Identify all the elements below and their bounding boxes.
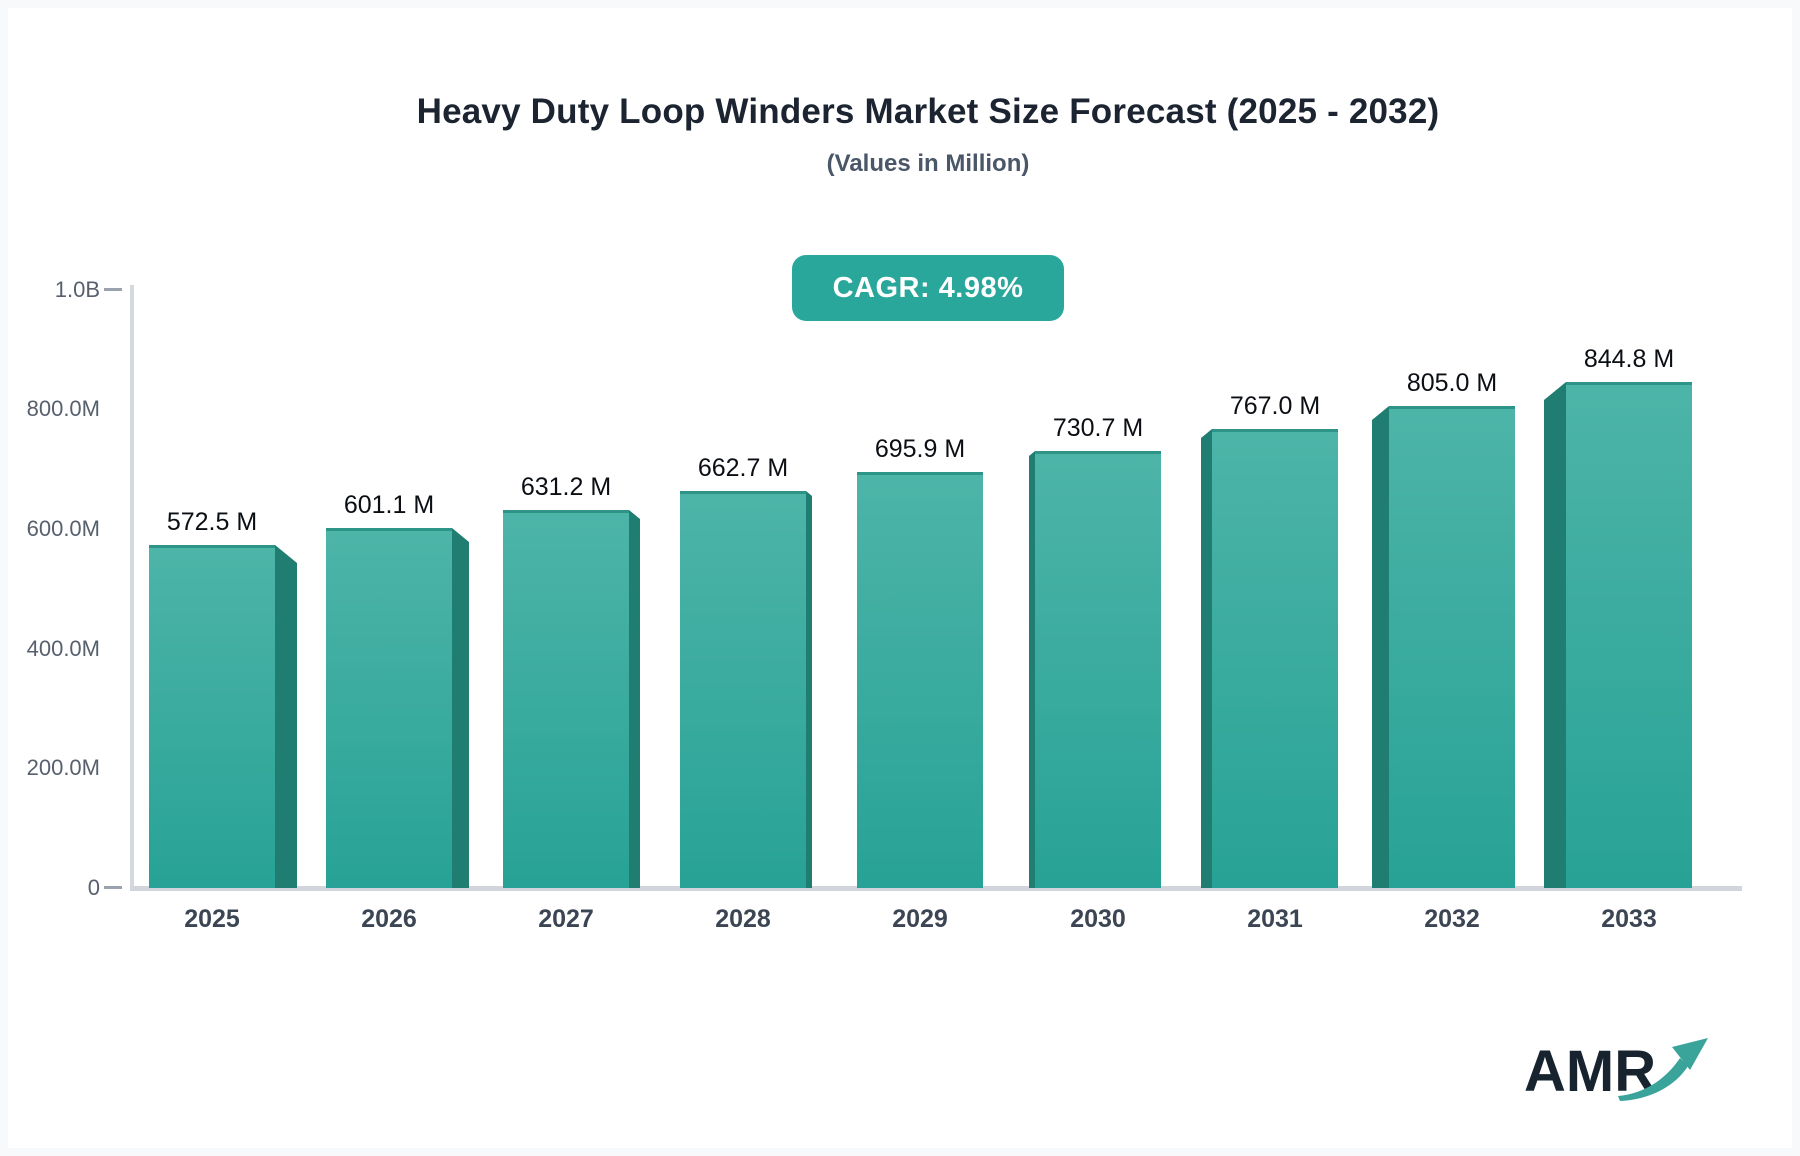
bar-2028[interactable]: [680, 491, 812, 888]
y-tick-label-600.0M: 600.0M: [26, 516, 100, 541]
x-tick-label-2028: 2028: [715, 905, 771, 933]
bar-side-face: [629, 510, 640, 888]
x-tick-label-2033: 2033: [1601, 905, 1657, 933]
bar-value-label-2026: 601.1 M: [343, 491, 435, 519]
amr-logo-arrow-icon: [1618, 1038, 1708, 1101]
y-tick-label-0: 0: [87, 875, 100, 900]
chart-subtitle: (Values in Million): [826, 150, 1030, 177]
bar-front-face: [1035, 451, 1161, 888]
bar-value-label-2029: 695.9 M: [874, 435, 966, 463]
bar-side-face: [452, 528, 469, 888]
bar-side-face: [806, 491, 812, 888]
y-tick-label-400.0M: 400.0M: [26, 636, 100, 661]
bar-value-label-2030: 730.7 M: [1052, 414, 1144, 442]
cagr-badge-label: CAGR: 4.98%: [832, 271, 1024, 304]
bar-value-label-2027: 631.2 M: [520, 473, 612, 501]
bar-2026[interactable]: [326, 528, 469, 888]
y-tick-label-1.0B: 1.0B: [54, 277, 100, 302]
bar-front-face: [1389, 406, 1515, 888]
x-tick-label-2032: 2032: [1424, 905, 1480, 933]
x-tick-label-2025: 2025: [184, 905, 240, 933]
bar-front-face: [1212, 429, 1338, 888]
bar-value-label-2025: 572.5 M: [166, 508, 258, 536]
x-tick-label-2029: 2029: [892, 905, 948, 933]
bar-value-label-2032: 805.0 M: [1406, 369, 1498, 397]
chart-plot: 0 200.0M 400.0M 600.0M 800.0M 1.0B 572.5 M 2025…: [8, 8, 1792, 1148]
y-tick-mark: [104, 886, 122, 889]
bar-front-face: [857, 472, 983, 888]
bar-side-face: [1029, 451, 1035, 888]
bar-value-label-2028: 662.7 M: [697, 454, 789, 482]
chart-title: Heavy Duty Loop Winders Market Size Fore…: [416, 92, 1440, 131]
x-tick-label-2026: 2026: [361, 905, 417, 933]
bar-front-face: [503, 510, 629, 888]
x-tick-label-2030: 2030: [1070, 905, 1126, 933]
cagr-badge: CAGR: 4.98%: [792, 255, 1064, 321]
bar-side-face: [1372, 406, 1389, 888]
bar-2030[interactable]: [1029, 451, 1161, 888]
bar-2029[interactable]: [857, 472, 983, 888]
x-tick-label-2031: 2031: [1247, 905, 1303, 933]
bar-side-face: [1201, 429, 1212, 888]
bar-side-face: [1544, 382, 1566, 888]
y-tick-label-200.0M: 200.0M: [26, 755, 100, 780]
bar-front-face: [149, 545, 275, 888]
bar-2027[interactable]: [503, 510, 640, 888]
y-tick-mark: [104, 288, 122, 291]
bar-front-face: [326, 528, 452, 888]
amr-logo: AMR: [1524, 1032, 1734, 1128]
bar-front-face: [1566, 382, 1692, 888]
x-axis-line: [130, 886, 1742, 891]
x-tick-label-2027: 2027: [538, 905, 594, 933]
bar-side-face: [275, 545, 297, 888]
bar-2033[interactable]: [1544, 382, 1692, 888]
bar-value-label-2031: 767.0 M: [1229, 392, 1321, 420]
y-axis-line: [130, 285, 134, 891]
chart-card: Heavy Duty Loop Winders Market Size Fore…: [8, 8, 1792, 1148]
y-tick-label-800.0M: 800.0M: [26, 396, 100, 421]
bar-front-face: [680, 491, 806, 888]
bar-2025[interactable]: [149, 545, 297, 888]
bar-value-label-2033: 844.8 M: [1583, 345, 1675, 373]
bar-2032[interactable]: [1372, 406, 1515, 888]
bar-2031[interactable]: [1201, 429, 1338, 888]
